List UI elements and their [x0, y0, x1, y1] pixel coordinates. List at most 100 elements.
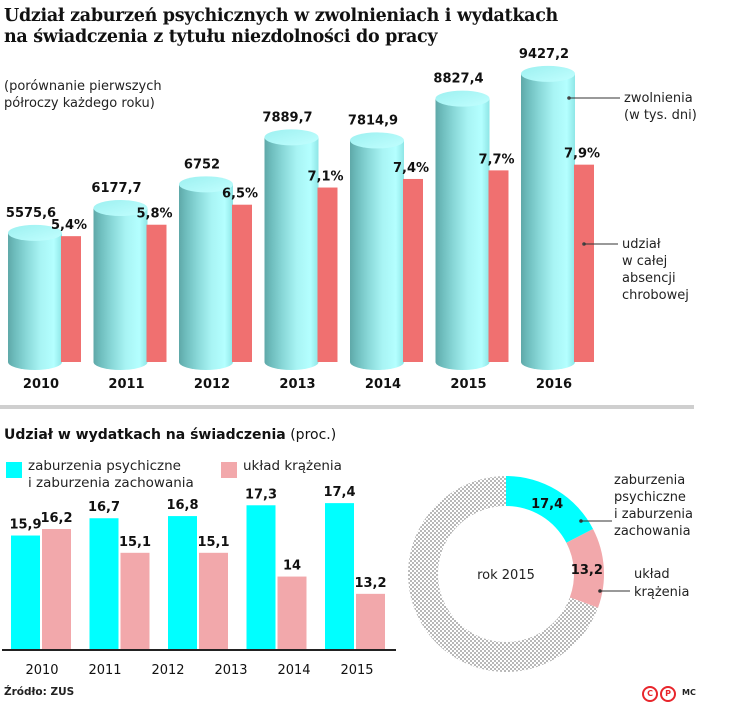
share-value-label: 6,5% [222, 187, 258, 202]
bar-krazenie [120, 552, 150, 650]
series-annotation-udzial: chrobowej [622, 288, 689, 303]
bar-krazenie [42, 529, 71, 650]
section-divider [0, 405, 694, 409]
title-line-1: Udział zaburzeń psychicznych w zwolnieni… [4, 6, 558, 26]
x-tick-label: 2013 [214, 663, 247, 678]
cylinder-base-2016 [521, 354, 575, 370]
cylinder-cap-2014 [350, 132, 404, 149]
legend-label-psychiczne-2: i zaburzenia zachowania [28, 475, 194, 491]
cylinder-value-label: 6752 [184, 157, 220, 172]
chart-subtitle: (porównanie pierwszych półroczy każdego … [4, 78, 162, 112]
section2-title: Udział w wydatkach na świadczenia (proc.… [4, 427, 336, 443]
cylinder-value-label: 9427,2 [519, 47, 569, 62]
bar-value-label: 15,1 [197, 535, 229, 550]
bar-psychiczne [325, 503, 354, 650]
cylinder-cap-2010 [8, 224, 62, 241]
legend-swatch-psychiczne [6, 462, 22, 478]
cylinder-base-2014 [350, 354, 404, 370]
cylinder-value-label: 6177,7 [91, 181, 141, 196]
series-annotation-udzial: udział [622, 237, 661, 252]
share-bar-2016 [574, 164, 594, 362]
source-note: Źródło: ZUS [4, 686, 75, 698]
p-logo-icon: P [660, 686, 676, 702]
x-tick-label: 2016 [536, 377, 572, 392]
section2-title-unit: (proc.) [285, 427, 337, 443]
donut-annotation-krazenie: układ [634, 567, 670, 582]
publisher-logo: C P [642, 686, 676, 702]
subtitle-line-1: (porównanie pierwszych [4, 79, 162, 94]
donut-chart: 17,4 13,2 rok 2015 zaburzenia psychiczne i za… [408, 473, 693, 672]
x-tick-label: 2012 [151, 663, 184, 678]
cylinder-bar-2013 [264, 137, 319, 362]
cylinder-value-label: 5575,6 [6, 206, 56, 221]
cylinder-cap-2013 [264, 129, 319, 146]
cylinder-value-label: 7814,9 [348, 113, 398, 128]
cylinder-bar-2010 [8, 232, 62, 362]
bar-value-label: 16,8 [166, 498, 198, 513]
bar-krazenie [199, 552, 228, 650]
donut-annotation-psychiczne: psychiczne [614, 490, 686, 505]
copyright-icon: C [642, 686, 658, 702]
cylinder-value-label: 8827,4 [433, 72, 483, 87]
share-value-label: 5,4% [51, 218, 87, 233]
bar-psychiczne [89, 518, 119, 650]
cylinder-base-2015 [435, 354, 490, 370]
share-value-label: 7,7% [478, 152, 514, 167]
cylinder-cap-2016 [521, 65, 575, 82]
x-tick-label: 2015 [450, 377, 486, 392]
share-bar-2012 [232, 204, 252, 362]
bar-value-label: 17,3 [245, 487, 277, 502]
x-tick-label: 2010 [25, 663, 58, 678]
bar-value-label: 14 [283, 559, 301, 574]
cylinder-base-2011 [93, 354, 148, 370]
title-line-2: na świadczenia z tytułu niezdolności do … [4, 27, 438, 47]
cylinder-cap-2015 [435, 90, 490, 107]
x-tick-label: 2015 [340, 663, 373, 678]
cylinder-bar-2015 [435, 98, 490, 363]
bar-value-label: 16,2 [40, 511, 72, 526]
cylinder-bar-2012 [179, 184, 233, 362]
x-tick-label: 2012 [194, 377, 230, 392]
cylinder-value-label: 7889,7 [262, 110, 312, 125]
series-annotation-zwolnienia: (w tys. dni) [624, 108, 697, 123]
chart-title: Udział zaburzeń psychicznych w zwolnieni… [4, 6, 558, 48]
bar-value-label: 16,7 [88, 500, 120, 515]
legend-label-krazenie: układ krążenia [243, 458, 342, 474]
bar-psychiczne [168, 516, 197, 650]
x-tick-label: 2013 [279, 377, 315, 392]
bar-krazenie [277, 576, 307, 650]
donut-annotation-psychiczne: i zaburzenia [614, 507, 693, 522]
donut-center-label: rok 2015 [477, 568, 535, 583]
cylinder-bar-2016 [521, 73, 575, 362]
section2-title-bold: Udział w wydatkach na świadczenia [4, 427, 286, 443]
share-bar-2011 [146, 224, 167, 362]
share-bar-2015 [488, 170, 509, 362]
cylinder-bar-2014 [350, 140, 404, 362]
share-value-label: 7,1% [307, 170, 343, 185]
share-value-label: 7,9% [564, 147, 600, 162]
share-value-label: 7,4% [393, 161, 429, 176]
donut-annotation-psychiczne: zaburzenia [614, 473, 685, 488]
series-annotation-udzial: w całej [622, 254, 667, 269]
bar-value-label: 17,4 [323, 485, 355, 500]
donut-slice-krazenie [566, 528, 604, 608]
legend-item-krazenie: układ krążenia [221, 458, 342, 478]
share-value-label: 5,8% [136, 207, 172, 222]
bar-value-label: 15,1 [119, 535, 151, 550]
x-tick-label: 2014 [365, 377, 401, 392]
cylinder-base-2010 [8, 354, 62, 370]
legend-label-psychiczne-1: zaburzenia psychiczne [28, 458, 181, 474]
donut-value-label: 13,2 [571, 563, 603, 578]
author-initials: MC [682, 688, 696, 697]
x-tick-label: 2014 [277, 663, 310, 678]
subtitle-line-2: półroczy każdego roku) [4, 96, 155, 111]
donut-value-label: 17,4 [531, 497, 563, 512]
cylinder-bar-2011 [93, 208, 148, 362]
bar-krazenie [356, 593, 385, 650]
x-tick-label: 2011 [108, 377, 144, 392]
cylinder-base-2013 [264, 354, 319, 370]
bottom-bar-chart: 15,916,2 16,7 15,1 16,8 15,1 17,3 14 17,4 13,2 20… [2, 485, 396, 678]
bar-value-label: 15,9 [9, 518, 41, 533]
cylinder-cap-2011 [93, 200, 148, 217]
